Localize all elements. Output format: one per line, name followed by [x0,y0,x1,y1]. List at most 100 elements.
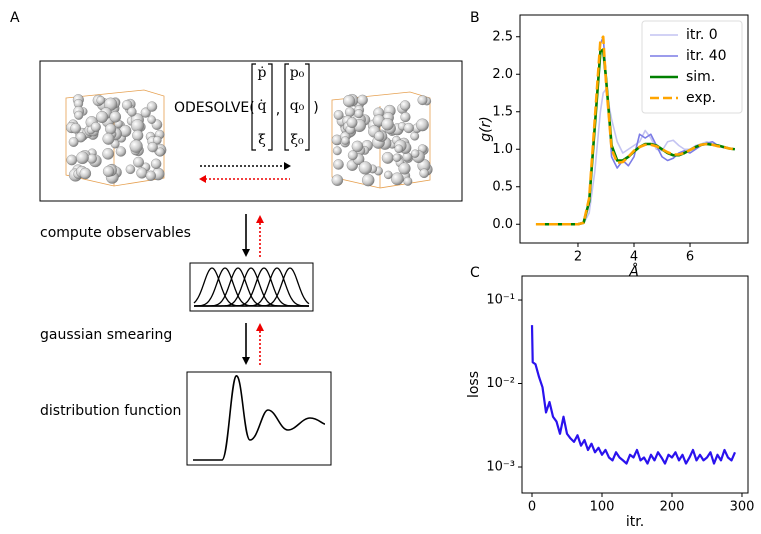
solver-text: ODESOLVE( [174,100,255,116]
state-entry: ξ̇ [258,132,266,148]
particle [129,139,143,153]
particle [411,149,420,158]
y-axis-label: g(r) [478,116,494,142]
particle [147,115,156,124]
particle [68,137,79,147]
gaussian [194,267,309,307]
particle [146,101,158,112]
gaussian-box [189,262,314,312]
particle [392,153,402,162]
panel-label: C [470,265,480,281]
particle [96,95,106,105]
y-tick-label: 1.5 [492,104,513,119]
particle [147,141,158,153]
gaussian [194,267,309,307]
particle [133,156,144,168]
initial-entry: q₀ [290,98,305,114]
panel-label: B [470,10,480,26]
legend-label: itr. 40 [686,48,727,64]
state-entry: q̇ [258,98,267,114]
particle [399,100,411,111]
particle [115,146,127,157]
flow-arrows [199,162,291,365]
particle [333,110,344,120]
particle [125,164,136,175]
y-tick-label: 10⁻¹ [486,293,515,308]
x-tick-label: 4 [630,250,638,265]
y-tick-label: 1.0 [492,142,513,157]
initial-entry: ξ₀ [290,132,304,148]
particle [155,147,165,157]
particle [127,107,137,117]
solver-box [39,60,463,202]
particle [374,131,385,142]
data-line [530,325,736,465]
particle [150,158,162,169]
close-paren: ) [313,100,318,116]
x-tick-label: 300 [730,500,755,515]
x-axis-label: Å [628,263,639,280]
particle [70,122,81,134]
particle [122,99,133,111]
gaussian [193,267,309,307]
gaussian [194,267,309,307]
particle [391,172,404,186]
particle [351,140,364,153]
particle [346,117,358,128]
gaussian [194,267,309,307]
particle [341,136,350,145]
particle-cubes [65,89,433,189]
particle [136,167,148,179]
x-tick-label: 100 [590,500,615,515]
x-axis-label: itr. [626,514,644,530]
y-tick-label: 10⁻² [486,376,515,391]
particle [354,109,364,119]
particle [145,170,156,181]
particle [333,159,344,170]
data-line [535,88,735,226]
y-tick-label: 2.5 [492,29,513,44]
initial-entry: p₀ [290,65,305,81]
particle [403,176,413,186]
gaussian [194,267,309,307]
particle [90,121,101,132]
particle [381,118,394,131]
particle [381,151,394,164]
y-tick-label: 0.0 [492,217,513,232]
particle [358,161,372,175]
particle [140,107,151,118]
particle [416,118,429,132]
x-tick-label: 0 [528,500,536,515]
comma: , [276,102,280,118]
particle [417,95,428,106]
particle [357,94,368,106]
particle [105,123,117,135]
x-tick-label: 200 [660,500,685,515]
y-tick-label: 0.5 [492,179,513,194]
legend-label: sim. [686,69,715,85]
particle [96,111,109,123]
particle [76,151,89,165]
particle [331,174,344,186]
step-label: compute observables [40,225,191,241]
particle [66,154,78,166]
particle [394,144,404,154]
particle [400,112,411,123]
particle [419,168,429,178]
particle [153,135,162,145]
particle [410,131,420,141]
particle [109,111,122,123]
data-line [535,35,736,226]
axes-frame [521,275,749,494]
particle [79,167,92,180]
legend-label: exp. [686,90,716,106]
gaussian-curves [193,267,310,307]
particle [344,107,355,118]
particle [398,162,411,175]
y-tick-label: 2.0 [492,67,513,82]
legend-box [641,20,743,114]
gaussian [194,267,310,307]
legend-label: itr. 0 [686,27,718,43]
y-tick-label: 10⁻³ [486,459,515,474]
particle [332,146,342,156]
